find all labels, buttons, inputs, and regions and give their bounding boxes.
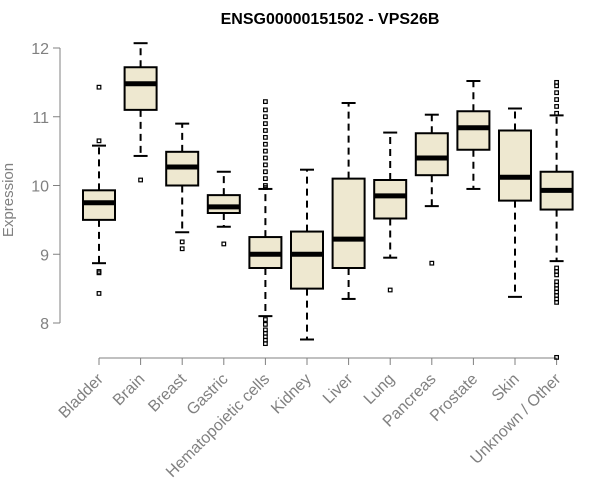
outlier-point (179, 239, 185, 245)
iqr-box (123, 66, 158, 111)
outlier-point (554, 90, 559, 96)
chart-title: ENSG00000151502 - VPS26B (221, 11, 440, 28)
x-tick-label: Liver (320, 370, 357, 407)
y-axis-label: Expression (0, 163, 17, 237)
outlier-point (429, 260, 435, 266)
box-group-2 (123, 42, 158, 183)
outlier-point (221, 241, 227, 247)
outlier-point (263, 185, 268, 190)
iqr-box (414, 132, 449, 177)
outlier-point (554, 97, 559, 102)
outlier-point (96, 138, 102, 144)
box-group-4 (206, 170, 241, 247)
iqr-box (290, 230, 324, 290)
outlier-point (263, 99, 268, 105)
box-group-1 (82, 84, 116, 296)
box-group-3 (165, 122, 200, 252)
outlier-point (263, 107, 268, 113)
x-tick-label: Breast (145, 370, 190, 415)
outlier-point (263, 169, 268, 175)
x-tick-label: Brain (110, 371, 148, 409)
outlier-point (179, 246, 185, 252)
iqr-box (206, 194, 241, 214)
box-group-9 (414, 113, 449, 266)
iqr-box (456, 110, 491, 151)
outlier-point (554, 83, 559, 89)
outlier-point (263, 321, 268, 327)
box-group-12 (539, 79, 574, 360)
box-group-8 (373, 131, 408, 293)
y-tick-label: 12 (31, 41, 49, 58)
outlier-point (263, 176, 268, 182)
box-group-7 (331, 102, 366, 300)
outlier-point (263, 141, 268, 147)
y-tick-label: 8 (40, 316, 49, 333)
outlier-point (263, 155, 268, 161)
outlier-point (138, 177, 144, 183)
iqr-box (498, 129, 532, 202)
outlier-point (554, 272, 559, 278)
x-tick-label: Lung (361, 371, 398, 408)
outlier-point (263, 317, 268, 322)
iqr-box (331, 177, 366, 269)
box-group-11 (498, 107, 532, 298)
outlier-point (387, 287, 393, 293)
outlier-point (263, 148, 268, 154)
box-group-10 (456, 80, 491, 190)
outlier-point (96, 270, 102, 276)
boxes-layer (82, 42, 574, 360)
outlier-point (554, 110, 559, 116)
outlier-point (96, 291, 102, 296)
y-axis: 8 9 10 11 12 (31, 41, 61, 333)
outlier-point (554, 104, 559, 109)
outlier-point (554, 354, 559, 360)
outlier-point (263, 128, 268, 133)
y-tick-label: 9 (40, 247, 49, 264)
outlier-point (263, 134, 268, 140)
outlier-point (263, 162, 268, 168)
box-group-6 (290, 168, 324, 341)
outlier-point (263, 341, 268, 347)
x-tick-label: Kidney (268, 371, 315, 418)
iqr-box (373, 179, 408, 220)
x-tick-label: Skin (489, 371, 523, 405)
outlier-point (263, 114, 268, 120)
x-tick-label: Bladder (56, 370, 107, 421)
y-tick-label: 10 (31, 179, 49, 196)
outlier-point (263, 121, 268, 127)
box-group-5 (248, 99, 283, 347)
outlier-point (554, 299, 559, 305)
y-tick-label: 11 (32, 110, 49, 127)
outlier-point (96, 84, 102, 90)
